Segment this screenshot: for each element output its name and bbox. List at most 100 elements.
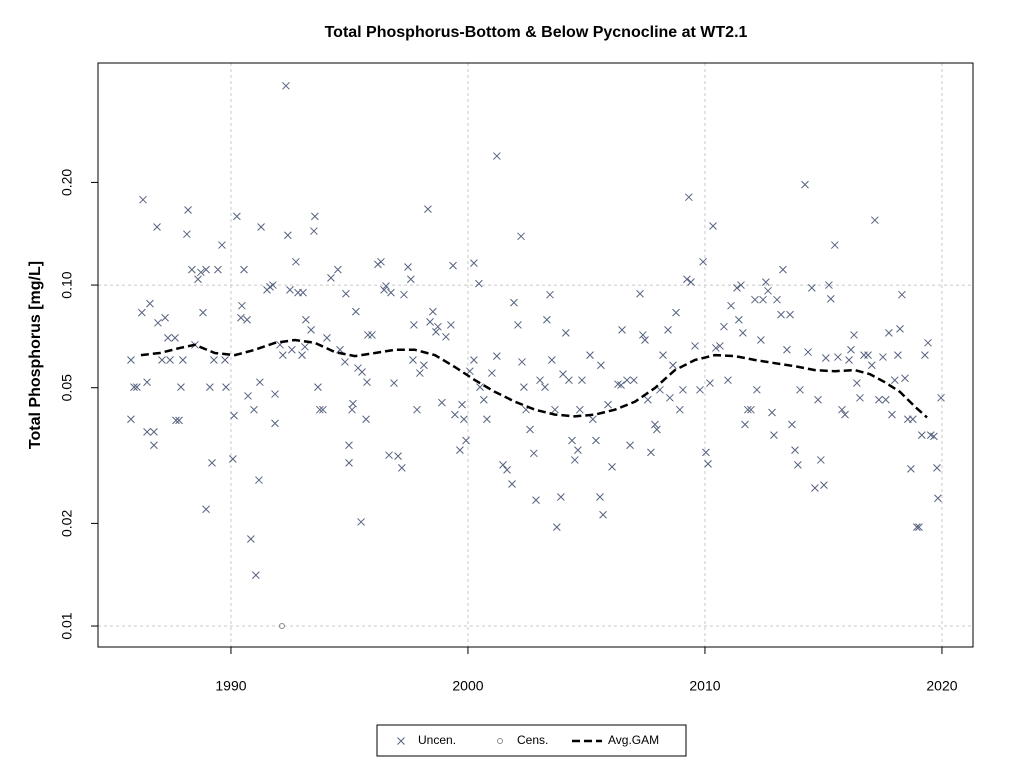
uncensored-point: [734, 315, 743, 324]
uncensored-point: [741, 420, 749, 429]
uncensored-point: [779, 265, 787, 274]
uncensored-point: [256, 378, 264, 387]
uncensored-point: [720, 322, 728, 331]
uncensored-point: [547, 356, 556, 364]
uncensored-point: [187, 265, 196, 274]
uncensored-point: [864, 351, 872, 359]
uncensored-point: [177, 383, 185, 391]
uncensored-point: [888, 410, 896, 419]
uncensored-point: [458, 400, 466, 409]
uncensored-point: [687, 278, 695, 286]
uncensored-point: [352, 307, 360, 316]
uncensored-point: [310, 227, 318, 235]
uncensored-point: [777, 310, 785, 319]
chart-title: Total Phosphorus-Bottom & Below Pycnocli…: [325, 24, 748, 41]
uncensored-point: [733, 284, 741, 292]
uncensored-point: [885, 329, 893, 337]
uncensored-point: [520, 383, 528, 391]
y-tick-label: 0.02: [59, 510, 75, 537]
uncensored-point: [546, 290, 554, 299]
uncensored-point: [434, 322, 442, 331]
uncensored-point: [541, 383, 549, 391]
uncensored-point: [647, 448, 655, 457]
uncensored-point: [251, 571, 260, 580]
uncensored-point: [292, 257, 300, 266]
x-tick-label: 2010: [689, 678, 720, 694]
uncensored-point: [557, 493, 565, 501]
uncensored-point: [194, 275, 202, 284]
uncensored-point: [706, 379, 714, 387]
uncensored-point: [623, 376, 631, 385]
uncensored-point: [816, 456, 825, 464]
uncensored-point: [773, 295, 781, 304]
gam-line: [140, 338, 928, 419]
uncensored-point: [377, 257, 385, 266]
uncensored-point: [643, 395, 652, 404]
uncensored-point: [618, 326, 626, 334]
uncensored-point: [345, 441, 353, 450]
uncensored-point: [358, 368, 366, 376]
uncensored-point: [709, 222, 717, 230]
uncensored-point: [357, 518, 365, 526]
uncensored-point: [825, 281, 833, 289]
y-axis-label: Total Phosphorus [mg/L]: [27, 261, 44, 449]
uncensored-point: [912, 523, 921, 531]
uncensored-point: [783, 345, 791, 354]
uncensored-point: [568, 436, 576, 445]
uncensored-point: [426, 318, 434, 326]
uncensored-point: [743, 405, 752, 414]
uncensored-point: [197, 268, 205, 277]
uncensored-point: [202, 505, 210, 514]
y-tick-label: 0.10: [59, 271, 75, 298]
uncensored-point: [214, 265, 222, 274]
uncensored-point: [206, 383, 214, 391]
uncensored-point: [712, 344, 720, 352]
uncensored-point: [796, 385, 804, 394]
legend-swatch: [397, 737, 405, 745]
uncensored-point: [907, 465, 915, 473]
uncensored-point: [380, 286, 388, 294]
uncensored-point: [475, 279, 483, 288]
uncensored-point: [641, 336, 649, 344]
uncensored-point: [470, 356, 478, 364]
uncensored-point: [801, 180, 809, 189]
uncensored-point: [462, 436, 470, 445]
uncensored-point: [508, 480, 516, 488]
uncensored-point: [476, 383, 484, 391]
uncensored-point: [323, 334, 331, 342]
uncensored-point: [821, 354, 830, 362]
uncensored-point: [146, 299, 154, 308]
uncensored-point: [301, 342, 309, 351]
x-tick-label: 2000: [452, 678, 483, 694]
uncensored-point: [830, 241, 839, 249]
uncensored-point: [807, 284, 816, 292]
uncensored-point: [348, 405, 356, 414]
uncensored-point: [696, 385, 704, 394]
uncensored-point: [483, 415, 491, 424]
legend-label: Avg.GAM: [608, 733, 659, 747]
uncensored-point: [233, 212, 241, 221]
uncensored-point: [143, 428, 151, 436]
uncensored-point: [570, 456, 579, 464]
uncensored-point: [382, 282, 390, 290]
uncensored-point: [757, 336, 765, 344]
uncensored-point: [460, 415, 468, 424]
uncensored-point: [881, 395, 890, 404]
uncensored-point: [299, 288, 307, 297]
uncensored-point: [127, 356, 135, 364]
x-tick-label: 1990: [215, 678, 246, 694]
uncensored-point: [510, 298, 518, 307]
uncensored-point: [921, 351, 929, 359]
uncensored-point: [327, 273, 335, 282]
uncensored-point: [691, 342, 699, 350]
uncensored-point: [184, 206, 192, 214]
uncensored-point: [257, 223, 265, 231]
uncensored-point: [368, 331, 376, 339]
uncensored-point: [924, 338, 932, 347]
uncensored-point: [791, 446, 799, 454]
uncensored-point: [158, 356, 166, 364]
uncensored-point: [716, 342, 724, 350]
x-tick-label: 2020: [926, 678, 957, 694]
uncensored-point: [871, 216, 879, 225]
